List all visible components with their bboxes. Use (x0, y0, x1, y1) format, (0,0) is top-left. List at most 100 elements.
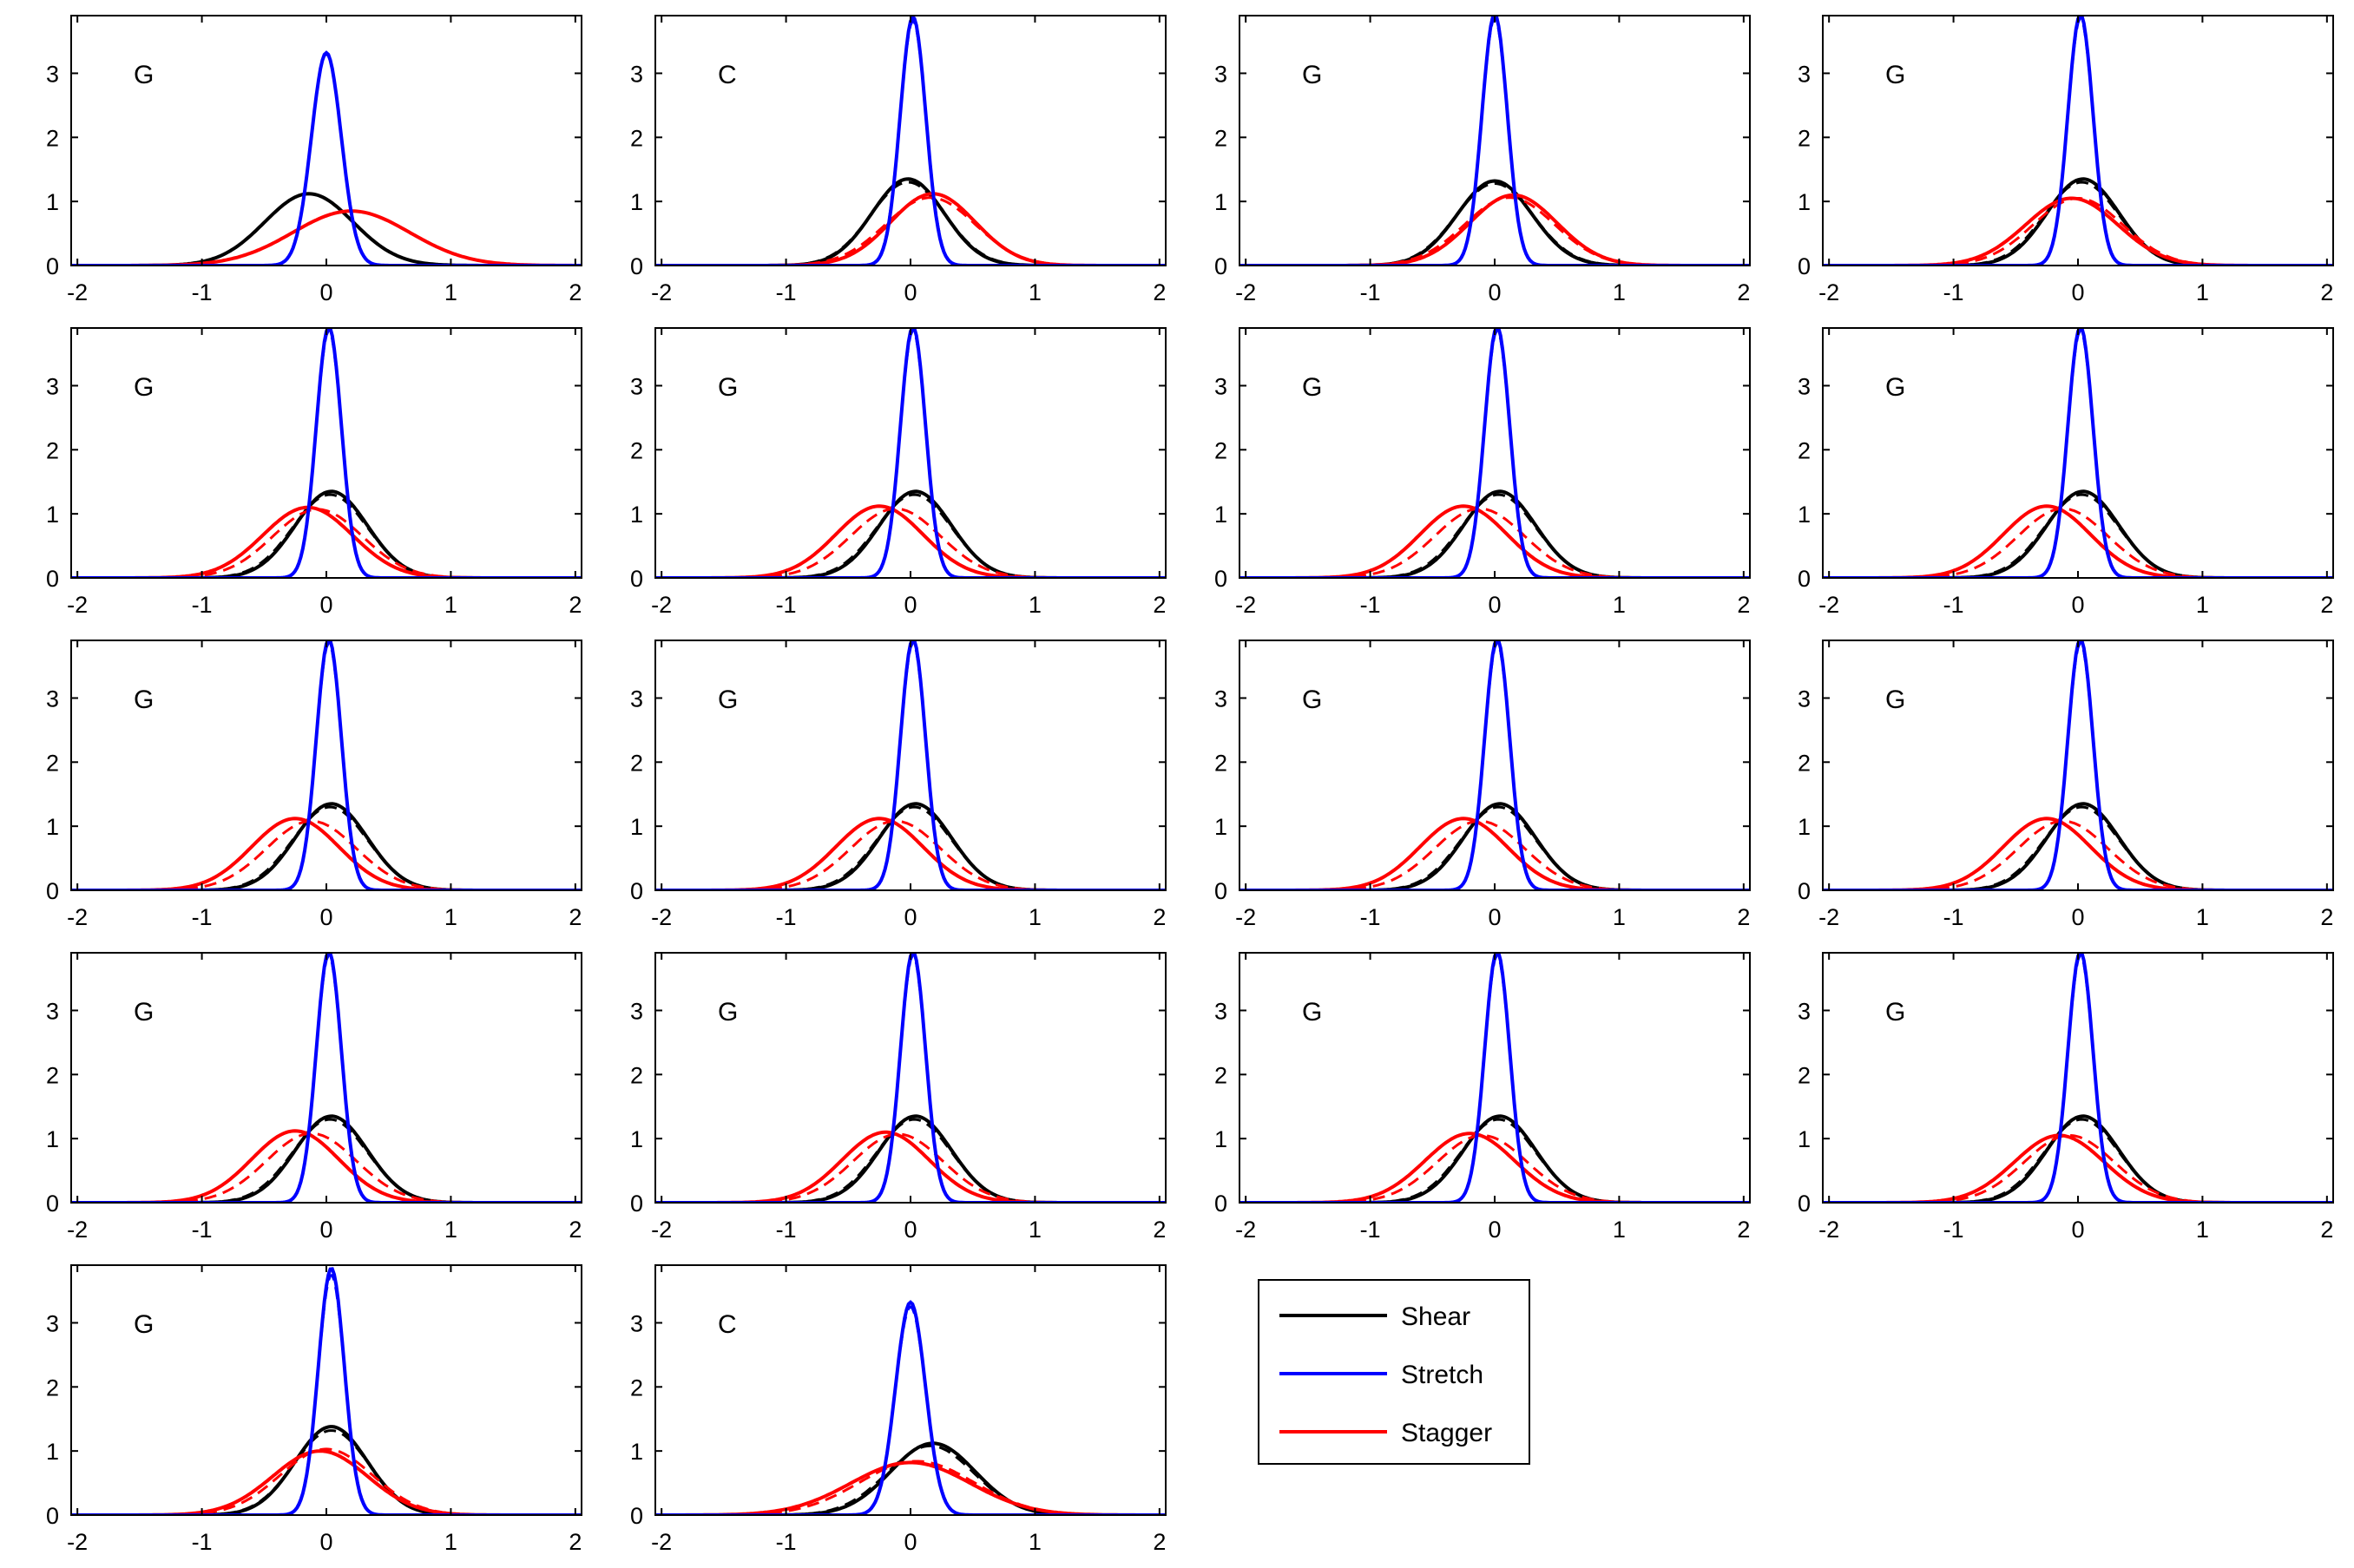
y-tick-label: 0 (630, 1503, 643, 1529)
x-tick-label: 2 (569, 1529, 582, 1555)
panel-label: G (134, 686, 154, 714)
y-tick-label: 3 (1214, 61, 1227, 87)
x-tick-label: -2 (1235, 1217, 1256, 1243)
x-tick-label: 0 (2071, 904, 2084, 930)
x-tick-label: -1 (776, 904, 797, 930)
y-tick-label: 1 (46, 814, 59, 840)
y-tick-label: 2 (630, 1062, 643, 1088)
y-tick-label: 2 (46, 1374, 59, 1401)
legend: Shear Stretch Stagger (1258, 1279, 1530, 1465)
shear-curve-dashed (1823, 805, 2333, 890)
shear-curve-solid (1239, 179, 1750, 266)
x-tick-label: -2 (67, 904, 88, 930)
y-tick-label: 0 (1214, 878, 1227, 904)
subplot-4: -2 -1 0 1 2 0 1 2 3 G (1798, 15, 2334, 305)
subplot-12: -2 -1 0 1 2 0 1 2 3 G (1798, 640, 2334, 930)
shear-curve-solid (71, 1425, 582, 1515)
x-tick-label: -1 (192, 592, 213, 618)
shear-curve-solid (1239, 1114, 1750, 1203)
subplot-7: -2 -1 0 1 2 0 1 2 3 G (1214, 327, 1751, 618)
x-tick-label: -2 (651, 904, 672, 930)
x-tick-label: -2 (1235, 904, 1256, 930)
x-tick-label: -2 (67, 592, 88, 618)
subplot-2: -2 -1 0 1 2 0 1 2 3 C (630, 15, 1167, 305)
x-tick-label: -1 (192, 1217, 213, 1243)
y-tick-label: 2 (630, 750, 643, 776)
x-tick-label: 2 (1737, 279, 1750, 305)
y-tick-label: 0 (1214, 1191, 1227, 1217)
x-tick-label: 1 (444, 1529, 457, 1555)
shear-curve-solid (71, 1114, 582, 1203)
panel-label: G (1302, 373, 1322, 402)
panel-label: G (1885, 373, 1905, 402)
y-tick-label: 1 (46, 1439, 59, 1465)
x-tick-label: 0 (2071, 1217, 2084, 1243)
stretch-curve-dashed (1823, 328, 2333, 578)
stretch-curve-solid (71, 1267, 582, 1515)
subplot-17: -2 -1 0 1 2 0 1 2 3 G (46, 1264, 582, 1555)
panel-label: G (134, 373, 154, 402)
x-tick-label: 2 (2320, 279, 2333, 305)
x-tick-label: -2 (1235, 279, 1256, 305)
shear-curve-solid (655, 177, 1166, 266)
y-tick-label: 3 (1798, 373, 1811, 399)
panel-label: G (718, 373, 738, 402)
x-tick-label: 1 (1613, 904, 1626, 930)
y-tick-label: 0 (46, 253, 59, 279)
y-tick-label: 2 (1798, 1062, 1811, 1088)
panel-label: G (1885, 61, 1905, 89)
y-tick-label: 2 (46, 750, 59, 776)
stretch-curve-dashed (71, 1274, 582, 1515)
y-tick-label: 2 (46, 125, 59, 151)
panel-label: G (134, 998, 154, 1027)
panel-label: C (718, 1310, 737, 1339)
subplot-3: -2 -1 0 1 2 0 1 2 3 G (1214, 15, 1751, 305)
x-tick-label: 0 (319, 592, 332, 618)
y-tick-label: 1 (1214, 1126, 1227, 1152)
x-tick-label: 2 (1153, 1217, 1166, 1243)
y-tick-label: 1 (1798, 814, 1811, 840)
x-tick-label: -2 (651, 592, 672, 618)
x-tick-label: 2 (569, 592, 582, 618)
stretch-curve-dashed (1239, 640, 1750, 890)
y-tick-label: 0 (630, 566, 643, 592)
shear-curve-dashed (71, 493, 582, 578)
x-tick-label: 2 (1153, 904, 1166, 930)
stretch-curve-dashed (655, 953, 1166, 1203)
y-tick-label: 1 (630, 502, 643, 528)
x-tick-label: 1 (1029, 1529, 1042, 1555)
subplot-11: -2 -1 0 1 2 0 1 2 3 G (1214, 640, 1751, 930)
x-tick-label: 2 (569, 1217, 582, 1243)
legend-label-stretch: Stretch (1401, 1361, 1483, 1389)
y-tick-label: 0 (46, 1191, 59, 1217)
y-tick-label: 2 (1214, 437, 1227, 463)
x-tick-label: 0 (2071, 592, 2084, 618)
y-tick-label: 3 (46, 61, 59, 87)
shear-curve-dashed (655, 180, 1166, 266)
stretch-curve-dashed (71, 52, 582, 266)
legend-label-stagger: Stagger (1401, 1419, 1492, 1447)
subplot-10: -2 -1 0 1 2 0 1 2 3 G (630, 640, 1167, 930)
y-tick-label: 2 (1798, 750, 1811, 776)
subplot-15: -2 -1 0 1 2 0 1 2 3 G (1214, 952, 1751, 1243)
y-tick-label: 0 (1798, 1191, 1811, 1217)
x-tick-label: -2 (1818, 592, 1839, 618)
shear-curve-solid (1239, 489, 1750, 578)
x-tick-label: -1 (1943, 592, 1964, 618)
y-tick-label: 1 (1798, 502, 1811, 528)
x-tick-label: -2 (1818, 904, 1839, 930)
y-tick-label: 1 (1214, 814, 1227, 840)
x-tick-label: 2 (1153, 279, 1166, 305)
x-tick-label: 2 (1153, 1529, 1166, 1555)
shear-curve-dashed (1239, 181, 1750, 266)
y-tick-label: 3 (46, 998, 59, 1024)
panel-label: G (1302, 686, 1322, 714)
x-tick-label: -1 (1360, 1217, 1381, 1243)
stretch-curve-dashed (71, 328, 582, 578)
y-tick-label: 2 (46, 1062, 59, 1088)
y-tick-label: 2 (1214, 750, 1227, 776)
x-tick-label: 0 (2071, 279, 2084, 305)
shear-curve-solid (1823, 802, 2333, 890)
x-tick-label: -1 (1943, 279, 1964, 305)
